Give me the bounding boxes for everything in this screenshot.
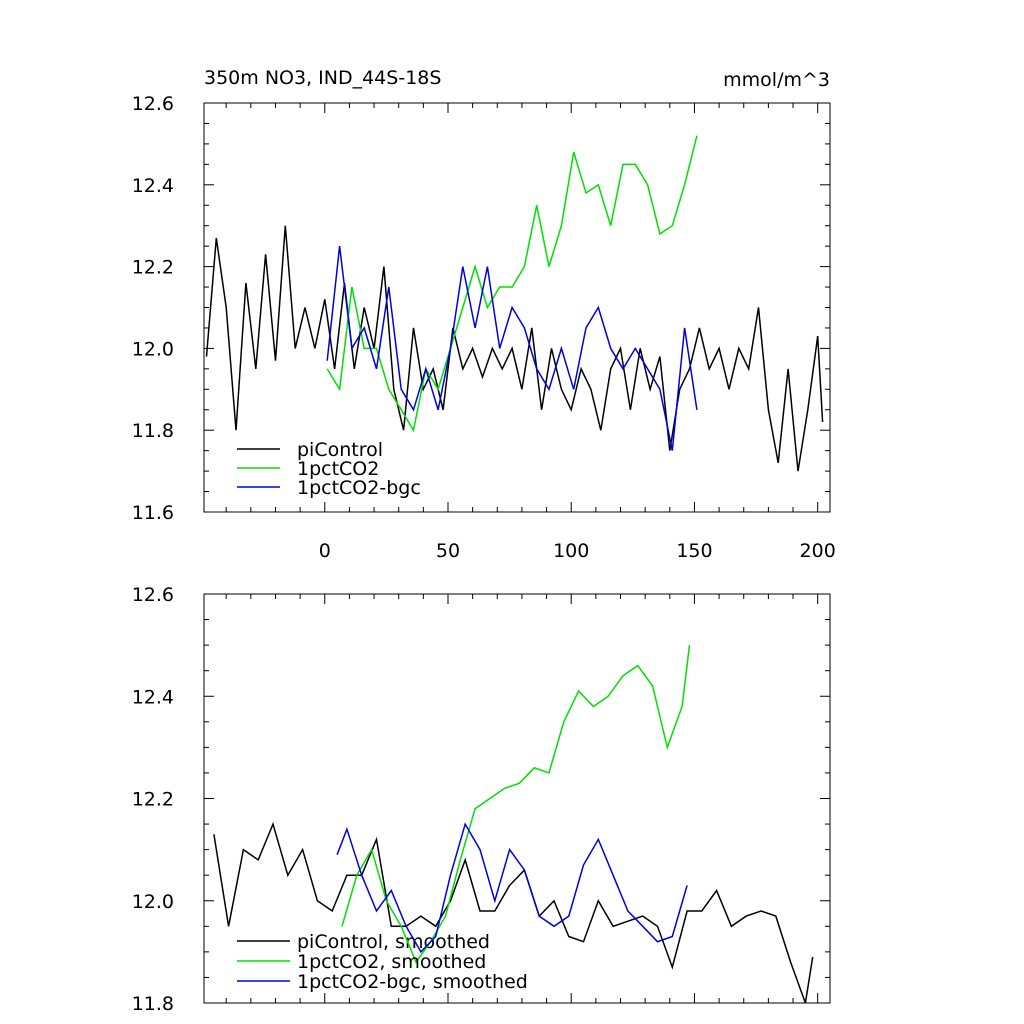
legend-label: 1pctCO2, smoothed (297, 951, 486, 973)
legend-label: 1pctCO2-bgc, smoothed (297, 971, 528, 993)
series-line (213, 821, 814, 1004)
x-tick-label: 200 (800, 540, 836, 562)
x-tick-label: 50 (436, 540, 460, 562)
y-tick-label: 11.8 (132, 993, 174, 1015)
series-line (336, 822, 688, 954)
series-line (205, 225, 824, 472)
x-tick-label: 100 (553, 540, 589, 562)
y-tick-label: 12.6 (132, 584, 174, 606)
x-tick-label: 0 (319, 540, 331, 562)
series-line (326, 135, 698, 433)
chart-title: 350m NO3, IND_44S-18S (204, 67, 441, 89)
series-line (341, 645, 691, 964)
y-tick-label: 12.6 (132, 93, 174, 115)
y-tick-label: 12.4 (132, 686, 174, 708)
y-tick-label: 11.6 (132, 502, 174, 524)
legend-label: piControl, smoothed (297, 931, 490, 953)
y-tick-label: 11.8 (132, 420, 174, 442)
legend-label: piControl (297, 439, 383, 461)
y-tick-label: 12.0 (132, 891, 174, 913)
y-tick-label: 12.4 (132, 175, 174, 197)
legend-label: 1pctCO2-bgc (297, 477, 421, 499)
y-tick-label: 12.2 (132, 789, 174, 811)
y-tick-label: 12.0 (132, 338, 174, 360)
chart-units: mmol/m^3 (723, 69, 830, 91)
y-tick-label: 12.2 (132, 257, 174, 279)
legend-label: 1pctCO2 (297, 458, 379, 480)
x-tick-label: 150 (676, 540, 712, 562)
series-line (326, 246, 698, 451)
